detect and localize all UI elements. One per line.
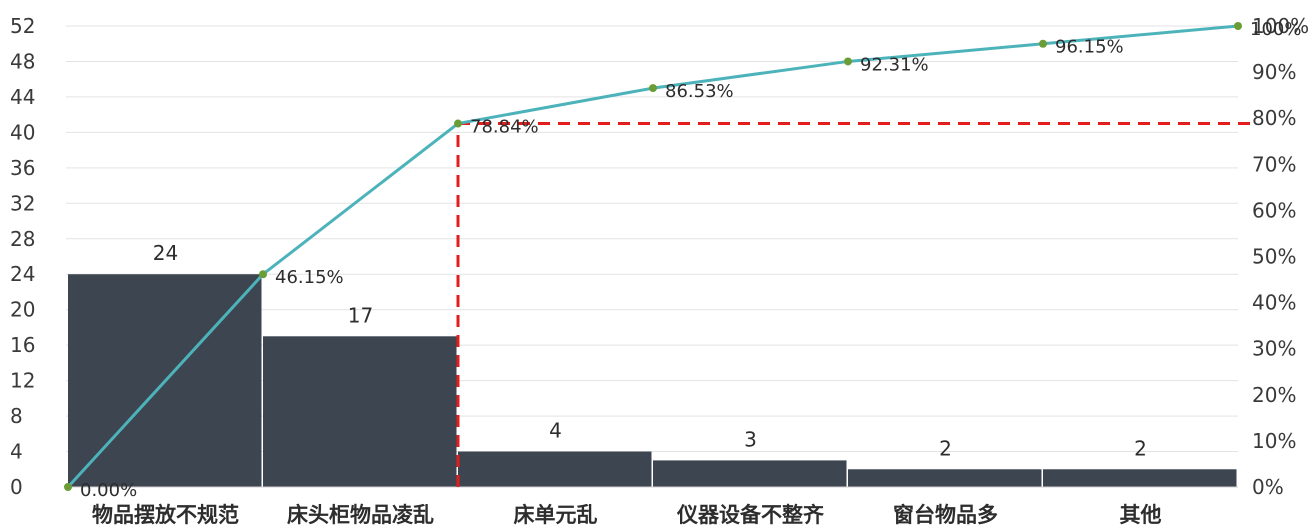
y2-tick-label: 40% <box>1252 291 1296 315</box>
y-tick-label: 52 <box>10 14 35 38</box>
y-tick-label: 40 <box>10 120 35 144</box>
y-tick-label: 36 <box>10 156 35 180</box>
bar-value-label: 2 <box>1134 436 1147 460</box>
y-tick-label: 32 <box>10 191 35 215</box>
y2-tick-label: 60% <box>1252 198 1296 222</box>
category-label: 窗台物品多 <box>893 503 998 527</box>
y2-tick-label: 30% <box>1252 337 1296 361</box>
bar-value-label: 17 <box>348 303 373 327</box>
cumulative-label: 46.15% <box>275 267 344 288</box>
y-tick-label: 0 <box>10 475 23 499</box>
cumulative-label: 86.53% <box>665 81 734 102</box>
y-tick-label: 20 <box>10 298 35 322</box>
y-tick-label: 44 <box>10 85 35 109</box>
bar <box>848 469 1042 487</box>
cumulative-label: 100% <box>1250 19 1301 40</box>
bar-value-label: 4 <box>549 419 562 443</box>
category-label: 床单元乱 <box>514 503 598 527</box>
y2-tick-label: 10% <box>1252 429 1296 453</box>
y-tick-label: 28 <box>10 227 35 251</box>
bar-value-label: 24 <box>153 241 178 265</box>
cumulative-label: 96.15% <box>1055 37 1124 58</box>
cumulative-point <box>649 84 657 93</box>
category-label: 床头柜物品凌乱 <box>287 503 434 527</box>
y2-tick-label: 90% <box>1252 60 1296 84</box>
y-tick-label: 16 <box>10 333 35 357</box>
bar <box>458 451 652 487</box>
cumulative-point <box>1234 22 1242 30</box>
cumulative-point <box>64 483 72 491</box>
bar-value-label: 2 <box>939 436 952 460</box>
y2-tick-label: 50% <box>1252 245 1296 269</box>
cumulative-label: 0.00% <box>80 480 137 501</box>
bar-value-label: 3 <box>744 427 757 451</box>
y-tick-label: 12 <box>10 369 35 393</box>
y-tick-label: 4 <box>10 440 23 464</box>
cumulative-point <box>454 119 462 128</box>
y2-tick-label: 70% <box>1252 152 1296 176</box>
y-tick-label: 24 <box>10 262 35 286</box>
category-label: 其他 <box>1120 503 1162 527</box>
cumulative-point <box>1039 39 1047 48</box>
cumulative-point <box>259 270 267 279</box>
category-label: 物品摆放不规范 <box>92 503 239 527</box>
cumulative-label: 92.31% <box>860 54 929 75</box>
bar <box>653 460 847 487</box>
bar <box>263 336 457 487</box>
cumulative-point <box>844 57 852 66</box>
bar <box>1043 469 1237 487</box>
y2-tick-label: 80% <box>1252 106 1296 130</box>
y2-tick-label: 100% <box>1252 14 1309 38</box>
y2-tick-label: 20% <box>1252 383 1296 407</box>
y-tick-label: 48 <box>10 49 35 73</box>
category-label: 仪器设备不整齐 <box>676 503 825 527</box>
cumulative-label: 78.84% <box>470 117 539 138</box>
y2-tick-label: 0% <box>1252 475 1284 499</box>
y-tick-label: 8 <box>10 404 23 428</box>
